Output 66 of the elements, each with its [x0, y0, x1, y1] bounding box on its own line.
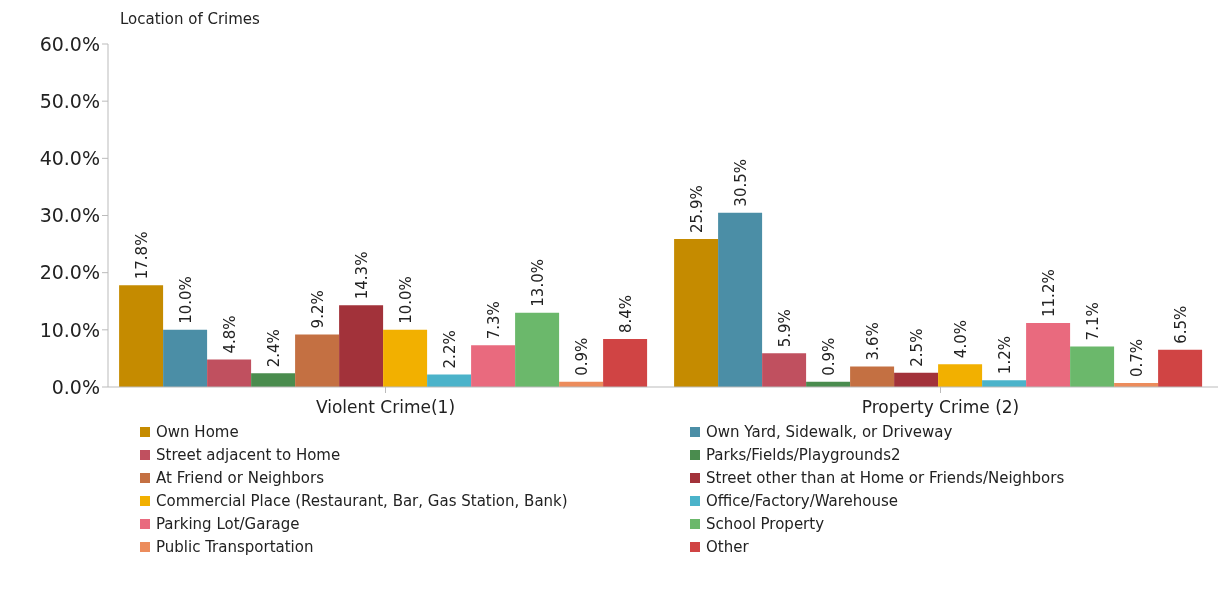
legend-label: Commercial Place (Restaurant, Bar, Gas Station, Bank) — [156, 492, 568, 510]
legend-label: Street other than at Home or Friends/Neighbors — [706, 469, 1065, 487]
bar — [762, 353, 807, 387]
legend-label: Own Home — [156, 423, 239, 441]
y-tick-label: 10.0% — [39, 318, 100, 341]
bar — [850, 366, 895, 387]
bar — [674, 238, 719, 387]
legend-label: Parking Lot/Garage — [156, 515, 300, 533]
bar — [515, 312, 560, 387]
legend-label: Other — [706, 538, 749, 556]
x-tick-label: Violent Crime(1) — [315, 397, 456, 418]
legend-label: School Property — [706, 515, 825, 533]
bar — [718, 212, 763, 387]
data-label: 7.3% — [485, 301, 504, 340]
data-label: 30.5% — [732, 158, 751, 207]
y-tick-label: 20.0% — [39, 261, 100, 284]
y-tick-label: 0.0% — [51, 375, 100, 398]
bar — [1026, 322, 1071, 387]
bar — [207, 359, 252, 387]
legend-label: Office/Factory/Warehouse — [706, 492, 899, 510]
legend-label: Parks/Fields/Playgrounds2 — [706, 446, 901, 464]
data-label: 25.9% — [688, 185, 707, 233]
y-tick-label: 50.0% — [39, 89, 100, 112]
bar — [1158, 349, 1203, 387]
bar — [603, 338, 648, 387]
data-label: 2.4% — [265, 329, 284, 368]
data-label: 13.0% — [529, 259, 548, 307]
y-tick-label: 40.0% — [39, 147, 100, 170]
y-tick-label: 60.0% — [39, 32, 100, 55]
chart-title: Location of Crimes — [120, 10, 260, 28]
legend-label: At Friend or Neighbors — [156, 469, 324, 487]
data-label: 17.8% — [133, 231, 152, 280]
legend-label: Own Yard, Sidewalk, or Driveway — [706, 423, 953, 441]
legend-label: Public Transportation — [156, 538, 314, 556]
legend-label: Street adjacent to Home — [156, 446, 341, 464]
bar — [119, 285, 164, 387]
data-label: 9.2% — [309, 290, 328, 329]
bar — [471, 345, 516, 387]
bar — [163, 329, 208, 387]
y-tick-label: 30.0% — [39, 204, 100, 227]
data-label: 5.9% — [776, 309, 795, 348]
data-label: 0.7% — [1128, 338, 1147, 377]
data-label: 0.9% — [573, 337, 592, 376]
data-label: 10.0% — [177, 276, 196, 324]
data-label: 2.5% — [908, 328, 927, 367]
data-label: 1.2% — [996, 336, 1015, 375]
bar — [1070, 346, 1115, 387]
data-label: 3.6% — [864, 322, 883, 361]
data-label: 10.0% — [397, 276, 416, 324]
data-label: 4.0% — [952, 320, 971, 359]
x-tick-label: Property Crime (2) — [861, 397, 1020, 418]
bar — [295, 334, 340, 387]
bar — [938, 364, 983, 387]
bar — [339, 305, 384, 387]
data-label: 4.8% — [221, 315, 240, 354]
bar — [251, 373, 296, 387]
data-label: 0.9% — [820, 337, 839, 376]
data-label: 14.3% — [353, 251, 372, 300]
bar — [894, 372, 939, 387]
bar — [427, 374, 472, 387]
data-label: 2.2% — [441, 330, 460, 369]
bar — [383, 329, 428, 387]
data-label: 11.2% — [1040, 269, 1059, 317]
data-label: 7.1% — [1084, 302, 1103, 341]
data-label: 6.5% — [1172, 305, 1191, 344]
data-label: 8.4% — [617, 294, 636, 333]
